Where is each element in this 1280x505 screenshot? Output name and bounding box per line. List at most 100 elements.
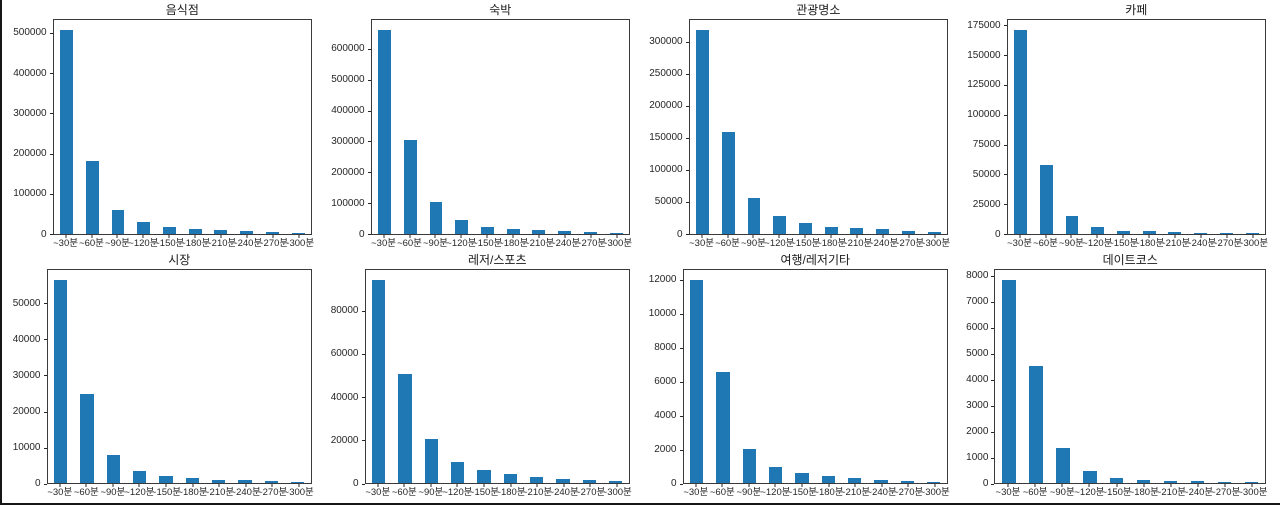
y-axis: 0 10000 20000 30000 40000 50000 [6,269,47,489]
y-tick-label: 60000 [331,349,365,359]
bar-slot [690,20,716,234]
y-tick-mark [1003,25,1007,27]
bar-slot [153,270,179,483]
x-tick-label: ~240분 [548,487,579,498]
bar-~270분 [901,230,915,234]
y-tick-value: 0 [41,228,47,240]
y-tick-value: 40000 [330,391,359,403]
y-tick-value: 200000 [13,148,47,160]
bar-slot [157,20,183,234]
bar-slot [179,270,205,483]
subplot-4: 카페 0 25000 50000 75000 100000 125000 150000 175… [958,2,1276,252]
bar-~150분 [795,472,809,483]
x-tick-mark [748,484,750,487]
y-tick-value: 300000 [649,36,683,48]
y-tick-label: 1000 [966,453,995,463]
x-tick-label: ~150분 [472,237,503,249]
y-tick-value: 5000 [966,348,989,360]
y-tick-label: 20000 [13,407,47,417]
bar-~120분 [1083,471,1097,483]
y-tick-value: 6000 [654,376,677,388]
bar-slot [1213,20,1239,234]
x-tick-mark [1116,484,1118,487]
y-tick-label: 200000 [331,167,371,178]
bar-slot [418,270,444,483]
y-tick-mark [49,153,53,155]
bar-slot [397,20,423,234]
x-tick-label: ~120분 [446,237,477,249]
y-tick-label: 100000 [13,188,53,200]
y-tick-label: 20000 [331,435,365,446]
bar-slot [818,20,844,234]
x-tick-mark [298,234,300,238]
y-tick-mark [1003,55,1007,57]
x-axis: ~30분 ~60분 ~90분 ~120분 ~150분 ~180분 ~210분 ~240분 ~27… [47,484,314,499]
x-tick-mark [801,484,803,487]
x-axis: ~30분 ~60분 ~90분 ~120분 ~150분 ~180분 ~210분 ~240분 ~27… [994,484,1267,499]
x-tick-mark [727,234,728,238]
bar-~300분 [291,232,305,234]
x-tick-label: ~60분 [73,487,99,498]
bar-slot [603,20,629,234]
y-tick-value: 0 [995,228,1001,240]
x-axis: ~30분 ~60분 ~90분 ~120분 ~150분 ~180분 ~210분 ~240분 ~27… [371,234,632,250]
y-tick-value: 50000 [654,196,683,208]
y-tick-value: 300000 [13,107,47,119]
x-tick-label: ~150분 [1101,487,1132,498]
x-tick-mark [882,234,884,238]
y-tick-mark [685,234,689,235]
bar-~240분 [1190,481,1205,483]
y-axis: 0 100000 200000 300000 400000 500000 [6,19,53,239]
y-tick-label: 10000 [649,309,683,319]
bar-~30분 [378,30,391,234]
x-tick-mark [1226,234,1228,238]
bar-~240분 [558,231,572,234]
y-tick-value: 75000 [972,139,1001,151]
bar-~90분 [424,439,438,483]
x-tick-label: ~90분 [100,487,126,498]
x-tick-mark [377,484,379,487]
x-tick-label: ~30분 [365,487,391,498]
y-tick-label: 400000 [331,106,371,116]
y-tick-value: 125000 [967,79,1001,91]
x-tick-mark [1070,234,1072,238]
bar-~210분 [532,230,546,234]
subplot-7: 여행/레저기타 0 2000 4000 6000 8000 10000 12000 ~30분… [640,252,958,502]
subplot-title: 숙박 [489,3,512,17]
y-tick-mark [679,313,683,315]
bar-~180분 [1142,231,1156,234]
bar-~120분 [773,216,787,234]
subplot-5: 시장 0 10000 20000 30000 40000 50000 ~30분 ~60분 ~9… [4,252,322,502]
x-tick-label: ~120분 [124,487,155,498]
x-tick-mark [590,234,592,238]
bar-series [372,20,629,234]
x-tick-mark [116,234,118,238]
y-tick-label: 10000 [13,443,47,453]
x-tick-mark [142,234,144,238]
bar-~180분 [188,228,202,234]
x-tick-mark [486,234,488,238]
y-axis: 0 25000 50000 75000 100000 125000 150000 175000 [960,19,1007,239]
bar-slot [995,270,1022,483]
y-tick-label: 40000 [13,334,47,345]
x-tick-mark [383,234,385,238]
y-tick-value: 300000 [331,135,365,147]
y-tick-mark [991,327,995,329]
bar-slot [763,270,789,483]
y-tick-mark [49,193,53,195]
bar-slot [471,270,497,483]
y-tick-value: 10000 [648,308,677,320]
x-tick-label: ~300분 [283,487,314,498]
y-tick-mark [367,141,371,143]
y-tick-label: 0 [995,228,1007,240]
y-tick-label: 6000 [654,376,683,388]
y-tick-mark [361,310,365,312]
bar-~150분 [162,226,176,234]
y-tick-value: 8000 [966,270,989,282]
y-tick-mark [1003,144,1007,146]
y-tick-label: 2000 [966,427,995,437]
y-tick-value: 100000 [13,188,47,200]
bar-~120분 [455,220,469,234]
x-tick-mark [934,484,936,487]
bar-slot [497,270,523,483]
